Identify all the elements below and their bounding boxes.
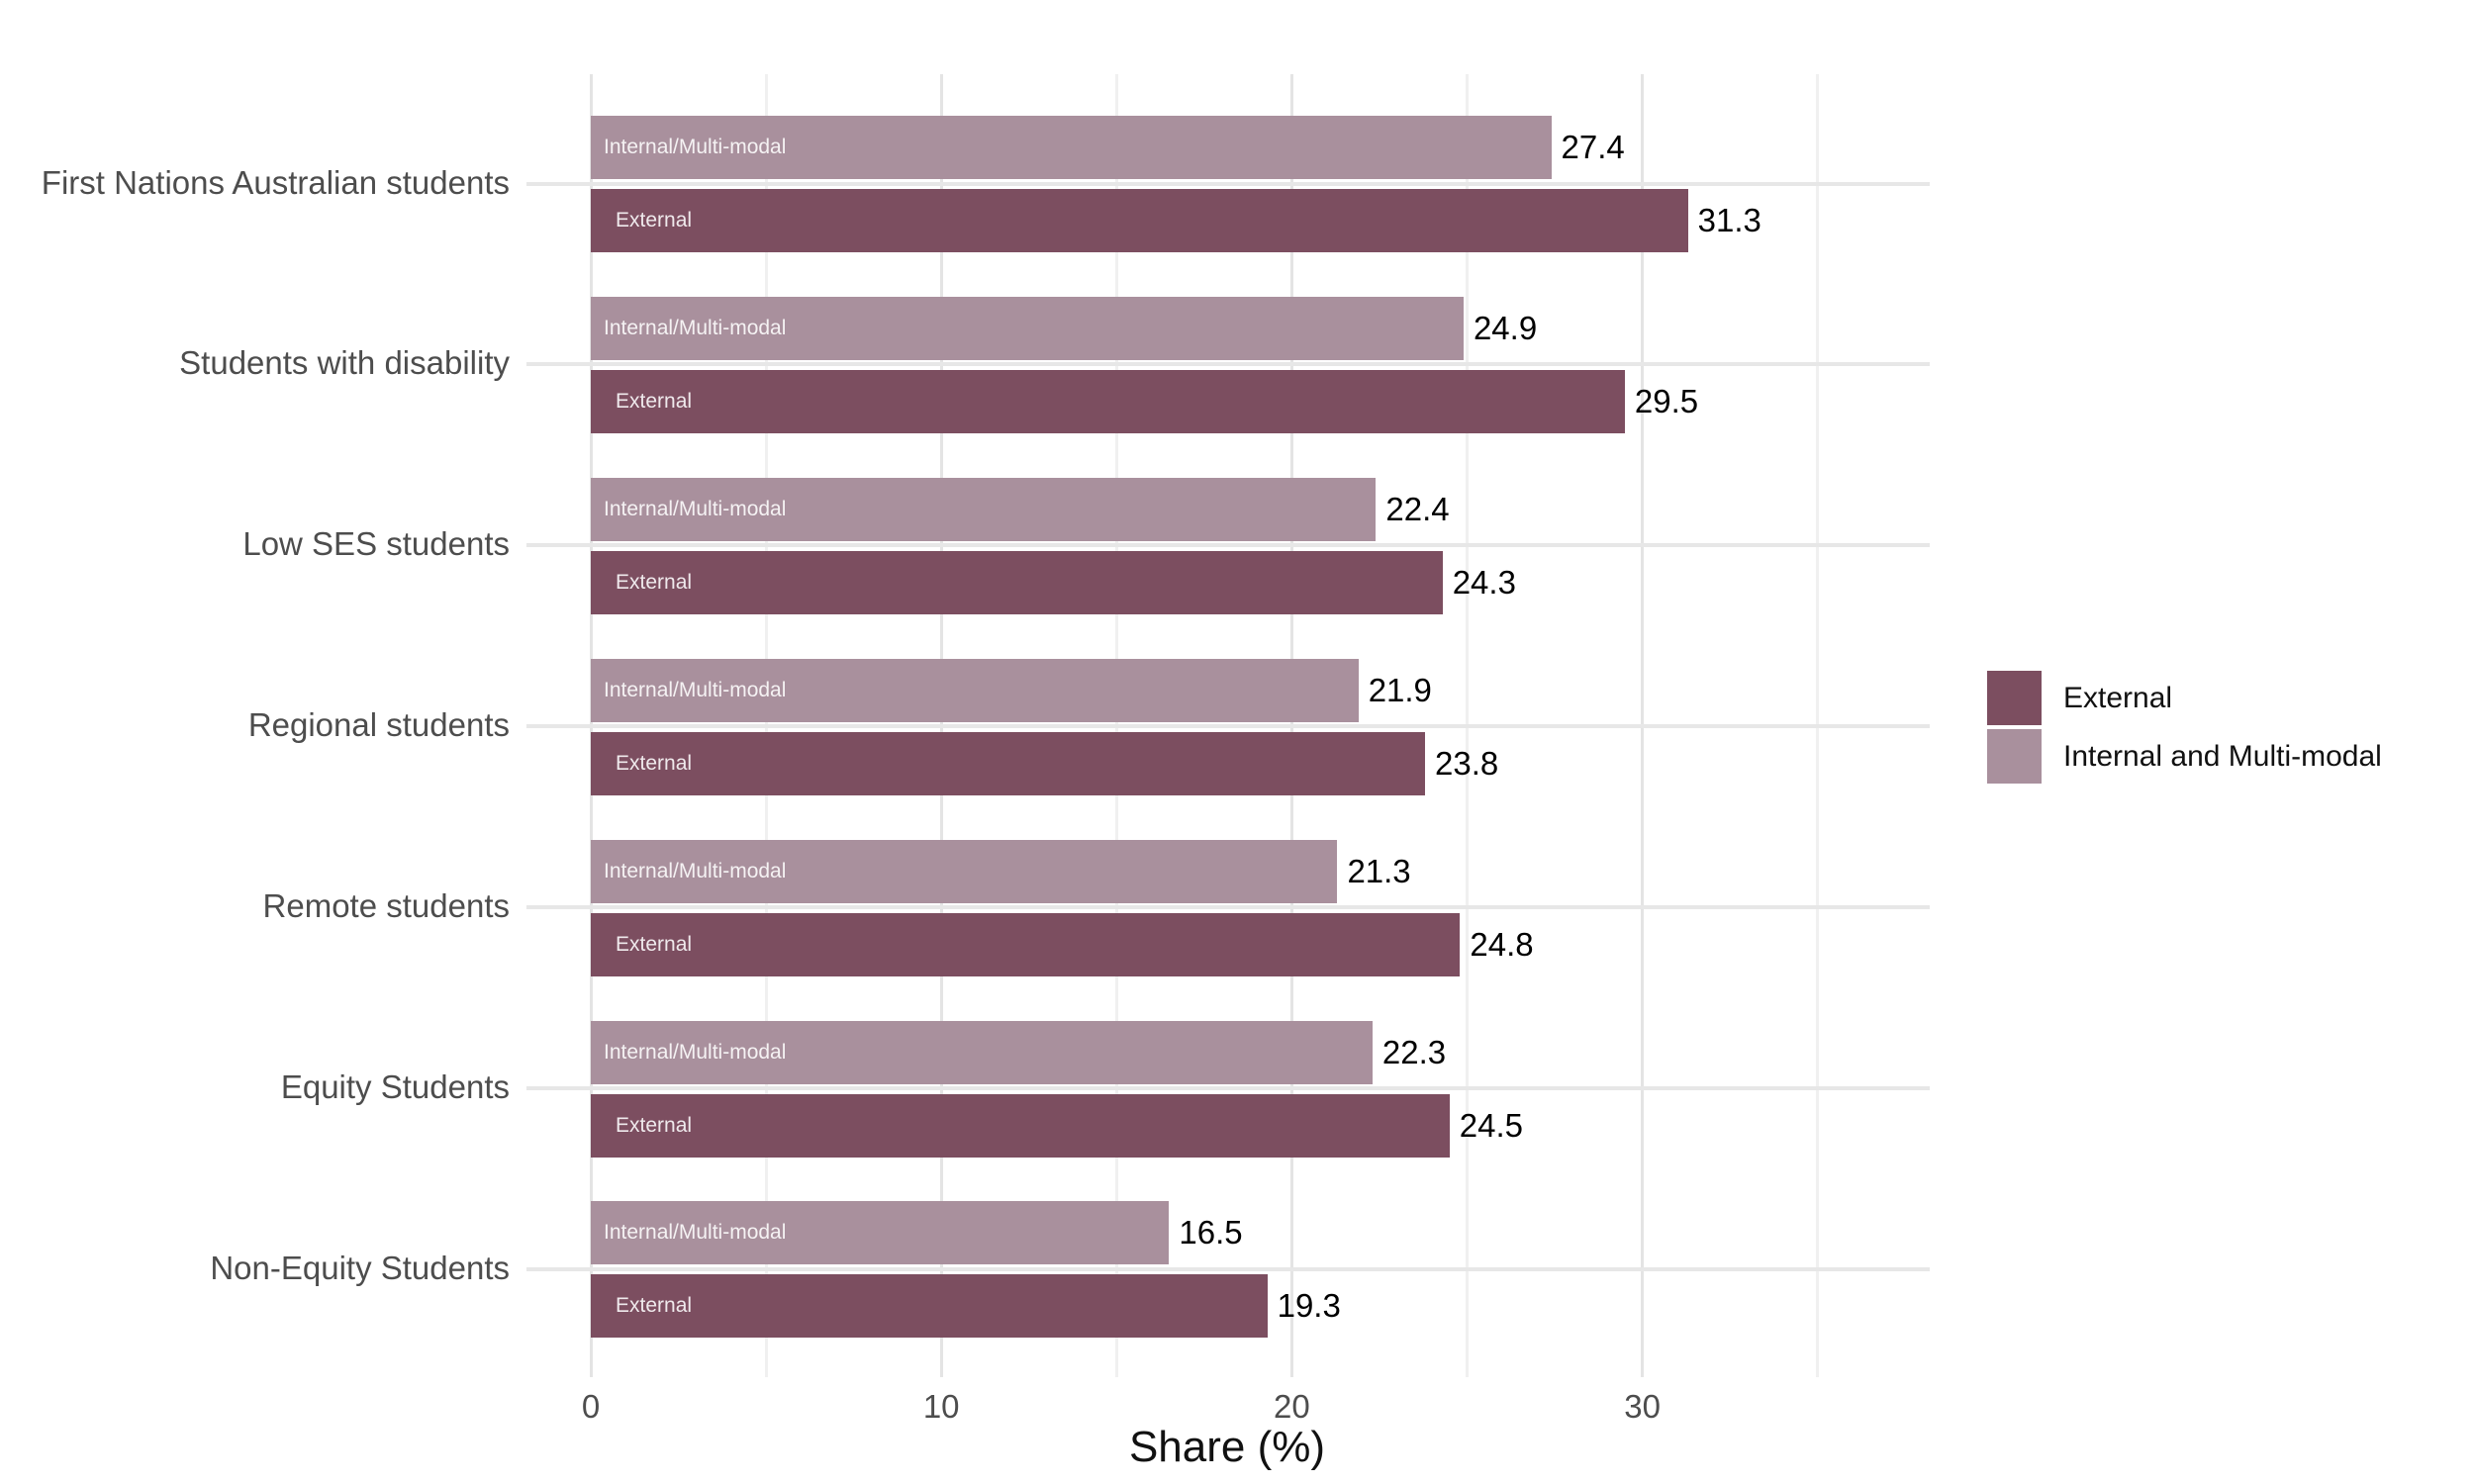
gridline-y-category	[526, 905, 1930, 910]
category-label: Low SES students	[242, 525, 510, 563]
legend-item: Internal and Multi-modal	[1987, 729, 2382, 784]
bar-value-label: 22.4	[1385, 490, 1450, 527]
bar-value-label: 24.5	[1459, 1106, 1524, 1144]
bar-value-label: 19.3	[1277, 1287, 1341, 1325]
bar-external: External	[591, 731, 1425, 795]
bar-internal-multi-modal: Internal/Multi-modal	[591, 839, 1338, 903]
bar-value-label: 23.8	[1434, 744, 1499, 782]
bar-series-label: External	[616, 209, 693, 232]
category-label: Students with disability	[179, 344, 510, 382]
category-label: First Nations Australian students	[41, 163, 510, 201]
bar-value-label: 24.8	[1470, 925, 1534, 963]
bar-internal-multi-modal: Internal/Multi-modal	[591, 116, 1552, 179]
bar-series-label: External	[616, 932, 693, 956]
category-label: Regional students	[247, 706, 510, 744]
bar-value-label: 31.3	[1697, 202, 1761, 238]
gridline-y-category	[526, 1086, 1930, 1090]
bar-value-label: 21.3	[1347, 852, 1411, 889]
bar-external: External	[591, 550, 1443, 614]
bar-series-label: External	[616, 1294, 693, 1318]
bar-external: External	[591, 189, 1688, 252]
bar-internal-multi-modal: Internal/Multi-modal	[591, 1201, 1170, 1265]
bar-value-label: 22.3	[1381, 1033, 1447, 1070]
bar-external: External	[591, 369, 1625, 433]
bar-internal-multi-modal: Internal/Multi-modal	[591, 296, 1464, 360]
legend-swatch-internal-multi-modal	[1987, 729, 2042, 784]
bar-value-label: 24.9	[1473, 309, 1538, 346]
bar-value-label: 24.3	[1452, 563, 1516, 601]
legend-label: Internal and Multi-modal	[2063, 739, 2382, 773]
bar-value-label: 29.5	[1634, 382, 1699, 419]
bar-series-label: Internal/Multi-modal	[604, 1221, 787, 1245]
bar-internal-multi-modal: Internal/Multi-modal	[591, 1020, 1373, 1084]
x-tick-label: 20	[1274, 1388, 1310, 1425]
bar-value-label: 21.9	[1368, 671, 1432, 708]
bar-value-label: 16.5	[1179, 1214, 1243, 1252]
bar-series-label: Internal/Multi-modal	[604, 497, 787, 520]
gridline-y-category	[526, 1266, 1930, 1271]
bar-series-label: Internal/Multi-modal	[604, 859, 787, 882]
gridline-y-category	[526, 724, 1930, 729]
bar-external: External	[591, 1093, 1450, 1158]
x-tick-label: 30	[1624, 1388, 1661, 1425]
bar-series-label: External	[616, 570, 693, 594]
bar-series-label: External	[616, 389, 693, 413]
bar-internal-multi-modal: Internal/Multi-modal	[591, 658, 1359, 722]
bar-internal-multi-modal: Internal/Multi-modal	[591, 477, 1377, 541]
gridline-y-category	[526, 362, 1930, 367]
category-label: Equity Students	[280, 1068, 510, 1106]
bar-series-label: Internal/Multi-modal	[604, 1040, 787, 1064]
x-axis-title: Share (%)	[1128, 1423, 1326, 1471]
x-tick-label: 10	[922, 1388, 960, 1425]
x-tick-label: 0	[581, 1388, 601, 1425]
bar-series-label: Internal/Multi-modal	[604, 316, 787, 339]
bar-series-label: Internal/Multi-modal	[604, 136, 787, 158]
bar-series-label: External	[616, 1113, 693, 1137]
category-label: Non-Equity Students	[210, 1250, 510, 1287]
category-label: Remote students	[262, 887, 510, 925]
bar-series-label: External	[616, 751, 693, 775]
legend-item: External	[1987, 671, 2172, 725]
bar-series-label: Internal/Multi-modal	[604, 678, 787, 701]
legend-label: External	[2063, 681, 2173, 714]
bar-external: External	[591, 1274, 1268, 1339]
bar-external: External	[591, 912, 1461, 976]
gridline-y-category	[526, 543, 1930, 548]
bar-value-label: 27.4	[1561, 129, 1625, 165]
gridline-y-category	[526, 181, 1930, 186]
legend-swatch-external	[1987, 671, 2042, 725]
